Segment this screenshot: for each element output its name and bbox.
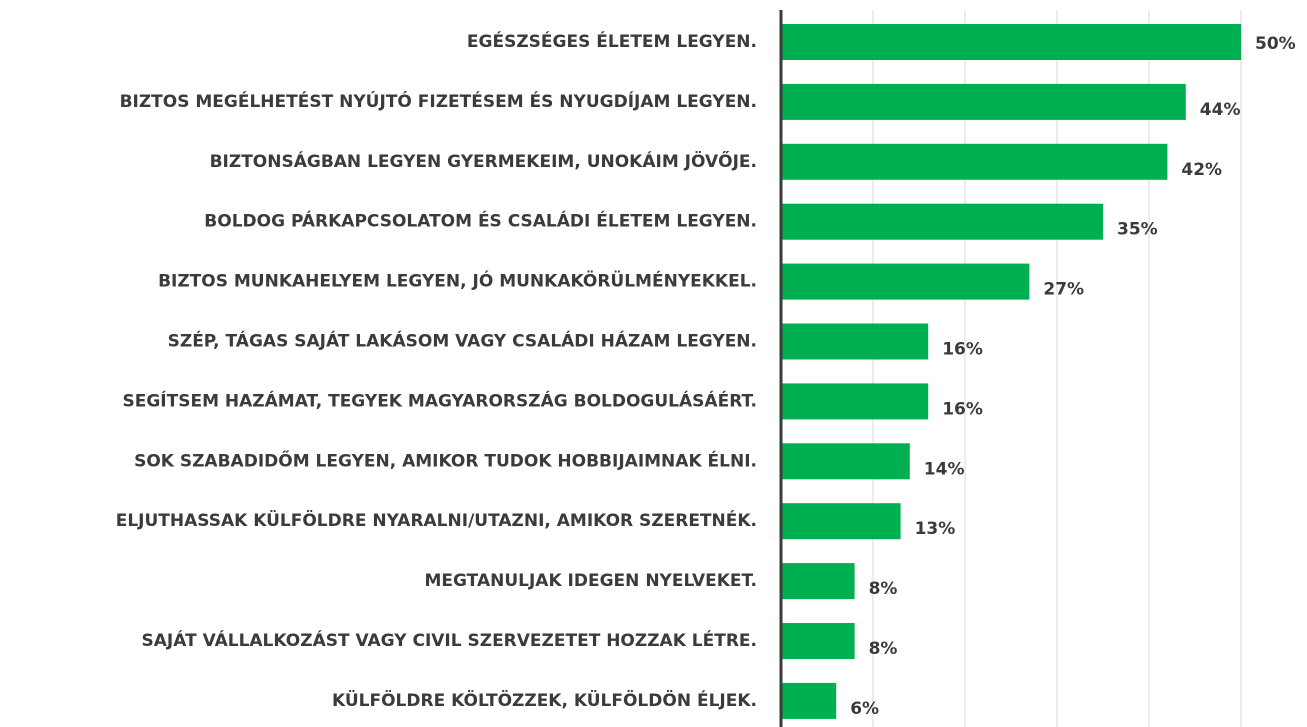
category-label: BIZTONSÁGBAN LEGYEN GYERMEKEIM, UNOKÁIM … — [210, 150, 757, 172]
value-label: 27% — [1043, 280, 1084, 300]
category-label: SAJÁT VÁLLALKOZÁST VAGY CIVIL SZERVEZETE… — [142, 629, 758, 651]
category-label: MEGTANULJAK IDEGEN NYELVEKET. — [425, 571, 758, 591]
category-label: BIZTOS MEGÉLHETÉST NYÚJTÓ FIZETÉSEM ÉS N… — [120, 90, 757, 112]
bar — [781, 443, 910, 480]
bar — [781, 203, 1103, 240]
bar — [781, 263, 1030, 300]
bar — [781, 143, 1168, 180]
value-label: 35% — [1117, 220, 1158, 240]
bar — [781, 682, 837, 719]
bar — [781, 383, 929, 420]
value-label: 16% — [942, 399, 983, 419]
value-label: 16% — [942, 340, 983, 360]
value-label: 8% — [869, 579, 898, 599]
category-label: ELJUTHASSAK KÜLFÖLDRE NYARALNI/UTAZNI, A… — [116, 509, 757, 531]
bar — [781, 503, 901, 540]
value-label: 13% — [915, 519, 956, 539]
bar — [781, 83, 1186, 120]
bar — [781, 623, 855, 659]
category-label: SZÉP, TÁGAS SAJÁT LAKÁSOM VAGY CSALÁDI H… — [168, 330, 757, 352]
category-label: BOLDOG PÁRKAPCSOLATOM ÉS CSALÁDI ÉLETEM … — [204, 210, 757, 232]
value-label: 50% — [1255, 34, 1296, 54]
value-label: 8% — [869, 639, 898, 659]
bar — [781, 563, 855, 600]
bar — [781, 24, 1241, 60]
category-label: BIZTOS MUNKAHELYEM LEGYEN, JÓ MUNKAKÖRÜL… — [158, 270, 757, 292]
value-label: 6% — [850, 699, 879, 719]
bar — [781, 323, 929, 360]
category-label: KÜLFÖLDRE KÖLTÖZZEK, KÜLFÖLDÖN ÉLJEK. — [332, 689, 757, 711]
category-label: SEGÍTSEM HAZÁMAT, TEGYEK MAGYARORSZÁG BO… — [123, 389, 758, 411]
value-label: 42% — [1181, 160, 1222, 180]
value-label: 14% — [924, 459, 965, 479]
value-label: 44% — [1200, 100, 1241, 120]
category-label: EGÉSZSÉGES ÉLETEM LEGYEN. — [467, 30, 757, 52]
category-label: SOK SZABADIDŐM LEGYEN, AMIKOR TUDOK HOBB… — [134, 449, 757, 471]
